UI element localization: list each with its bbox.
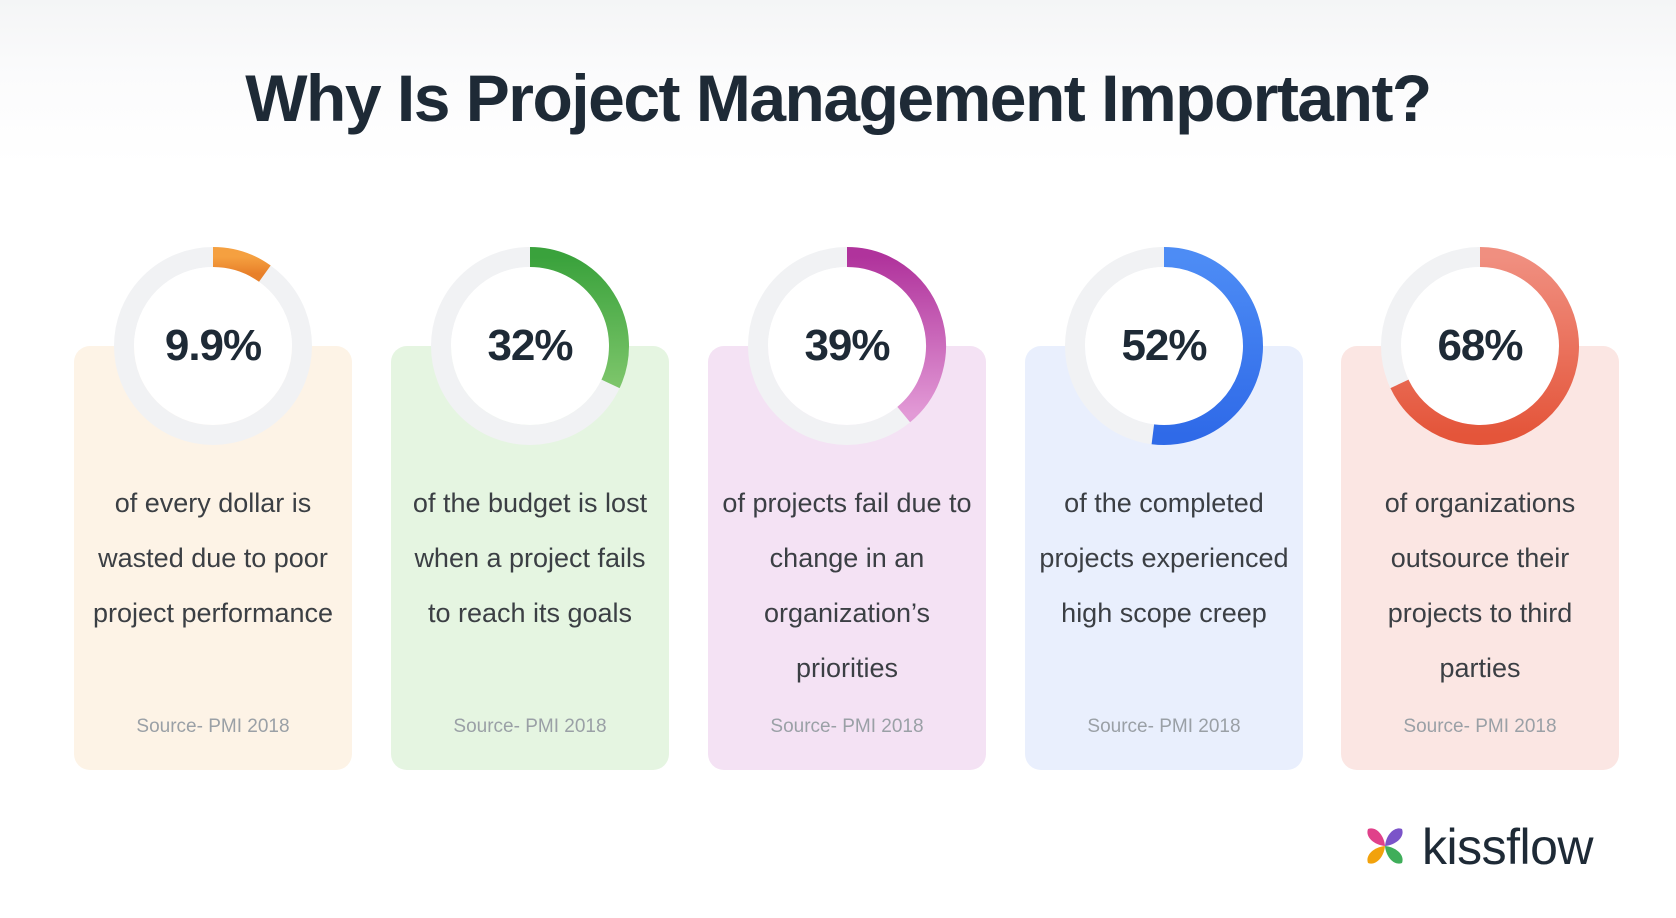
donut-center [768, 267, 926, 425]
stat-source: Source- PMI 2018 [1403, 716, 1557, 737]
stat-description: of the budget is lost when a project fai… [412, 488, 648, 628]
stat-description: of every dollar is wasted due to poor pr… [92, 488, 334, 628]
stat-percentage: 32% [487, 321, 573, 370]
donut-arc [1390, 247, 1579, 445]
header-band [0, 0, 1676, 165]
stat-card-1: 9.9% of every dollar is wasted due to po… [74, 0, 352, 790]
donut-chart [114, 247, 312, 445]
donut-ring: 68% [1370, 236, 1590, 456]
stat-card-5: 68% of organizations outsource their pro… [1341, 0, 1619, 790]
logo-petal [1367, 828, 1385, 846]
donut-chart [748, 247, 946, 445]
stat-percentage: 68% [1437, 321, 1523, 370]
stat-source: Source- PMI 2018 [770, 716, 924, 737]
stat-percentage: 9.9% [164, 321, 262, 370]
stat-source: Source- PMI 2018 [453, 716, 607, 737]
page-title: Why Is Project Management Important? [245, 61, 1432, 135]
donut-chart [431, 247, 629, 445]
donut-ring: 9.9% [103, 236, 323, 456]
stat-description: of organizations outsource their project… [1384, 488, 1576, 683]
kissflow-logo-text: kissflow [1422, 819, 1594, 875]
stat-card-3: 39% of projects fail due to change in an… [708, 0, 986, 790]
donut-ring: 52% [1054, 236, 1274, 456]
logo-petal [1367, 846, 1385, 864]
donut-center [451, 267, 609, 425]
logo-petal [1385, 828, 1403, 846]
stat-card-4: 52% of the completed projects experience… [1025, 0, 1303, 790]
kissflow-logo: kissflow [1362, 818, 1622, 878]
stat-card-2: 32% of the budget is lost when a project… [391, 0, 669, 790]
donut-center [1401, 267, 1559, 425]
stat-percentage: 52% [1121, 321, 1207, 370]
donut-arc [1151, 247, 1263, 445]
kissflow-logo-icon [1367, 828, 1403, 864]
donut-ring: 32% [420, 236, 640, 456]
donut-arc [846, 247, 946, 423]
stat-description: of projects fail due to change in an org… [722, 488, 972, 683]
stat-source: Source- PMI 2018 [136, 716, 290, 737]
stat-percentage: 39% [804, 321, 890, 370]
stat-description: of the completed projects experienced hi… [1039, 488, 1289, 628]
donut-arc [212, 247, 271, 282]
donut-arc [529, 247, 629, 389]
donut-center [134, 267, 292, 425]
stat-source: Source- PMI 2018 [1087, 716, 1241, 737]
donut-chart [1381, 247, 1579, 445]
donut-center [1085, 267, 1243, 425]
donut-ring: 39% [737, 236, 957, 456]
donut-chart [1065, 247, 1263, 445]
logo-petal [1385, 846, 1403, 864]
